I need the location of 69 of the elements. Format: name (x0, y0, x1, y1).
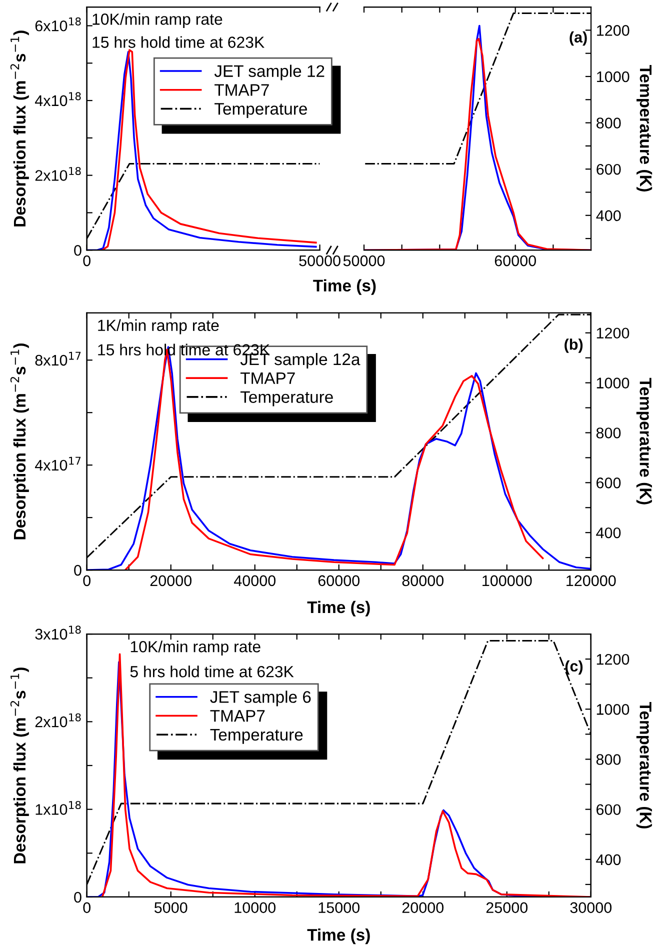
y-tick-label: 0 (74, 892, 82, 903)
legend-label: JET sample 12 (214, 64, 324, 80)
annotation: (a) (570, 31, 587, 46)
y-tick-label: 6x10$^{18}$ (35, 17, 81, 32)
legend-label: TMAP7 (210, 710, 265, 722)
legend-label: TMAP7 (240, 372, 295, 384)
y-tick-label: 2x10$^{18}$ (35, 713, 81, 728)
y2-tick-label: 400 (596, 854, 621, 866)
annotation: 5 hrs hold time at 623K (130, 666, 294, 678)
x-tick-label: 60000 (494, 255, 536, 266)
y-tick-label: 0 (74, 564, 82, 576)
y2-tick-label: 800 (596, 428, 621, 438)
y2-tick-label: 1000 (596, 704, 630, 715)
x-tick-label: 20000 (402, 902, 444, 914)
x-axis-title: Time (s) (313, 279, 376, 295)
x-tick-label: 80000 (402, 575, 444, 586)
y-tick-label: 3x10$^{18}$ (35, 626, 81, 640)
y-tick-label: 1x10$^{18}$ (36, 800, 81, 815)
x-tick-label: 25000 (486, 902, 528, 914)
x-tick-label: 30000 (570, 902, 612, 914)
legend-label: Temperature (210, 729, 303, 744)
y2-tick-label: 1200 (596, 328, 630, 339)
y2-axis-title: Temperature (K) (636, 378, 652, 504)
y-axis-title: Desorption flux (m$^{−2}$s$^{−1}$) (10, 30, 29, 226)
y2-tick-label: 1000 (596, 378, 630, 388)
y-tick-label: 4x10$^{18}$ (34, 92, 81, 106)
x-tick-label: 10000 (234, 902, 276, 914)
annotation: (b) (564, 338, 583, 353)
annotation: 10K/min ramp rate (92, 13, 222, 28)
y-axis-title: Desorption flux (m$^{−2}$s$^{−1}$) (10, 668, 29, 864)
annotation: 1K/min ramp rate (98, 319, 219, 334)
y-axis-title: Desorption flux (m$^{−2}$s$^{−1}$) (10, 344, 29, 540)
legend-label: JET sample 6 (210, 690, 311, 706)
x-tick-label: 0 (83, 255, 91, 266)
x-tick-label: 50000 (299, 255, 340, 266)
y2-tick-label: 600 (596, 164, 621, 175)
y-tick-label: 4x10$^{17}$ (34, 456, 81, 471)
y2-tick-label: 1000 (597, 71, 630, 82)
y2-axis-title: Temperature (K) (636, 702, 652, 828)
x-tick-label: 0 (83, 575, 91, 586)
x-tick-label: 60000 (318, 575, 360, 586)
x-tick-label: 120000 (566, 575, 616, 586)
x-tick-label: 5000 (154, 902, 188, 914)
y2-tick-label: 800 (596, 118, 621, 128)
y2-axis-title: Temperature (K) (636, 65, 652, 192)
annotation: 15 hrs hold time at 623K (92, 36, 264, 48)
legend-label: Temperature (240, 391, 333, 406)
y2-tick-label: 800 (596, 754, 621, 765)
x-axis-title: Time (s) (307, 600, 370, 616)
x-axis-title: Time (s) (307, 928, 370, 944)
x-tick-label: 20000 (150, 575, 192, 586)
x-tick-label: 40000 (234, 575, 276, 586)
x-tick-label: 100000 (482, 575, 532, 586)
x-tick-label: 15000 (318, 902, 360, 914)
y2-tick-label: 1200 (597, 25, 630, 36)
y2-tick-label: 1200 (596, 654, 630, 665)
y2-tick-label: 400 (596, 210, 621, 222)
x-tick-label: 0 (83, 902, 91, 914)
x-tick-label: 50000 (343, 255, 385, 266)
y-tick-label: 2x10$^{18}$ (35, 166, 81, 181)
y2-tick-label: 600 (596, 478, 621, 488)
annotation: (c) (565, 660, 583, 675)
y2-tick-label: 400 (596, 527, 621, 538)
annotation: 10K/min ramp rate (130, 640, 260, 656)
y-tick-label: 0 (74, 244, 82, 256)
y2-tick-label: 600 (596, 804, 621, 816)
legend-label: TMAP7 (214, 84, 269, 96)
legend-label: Temperature (214, 103, 307, 118)
y-tick-label: 8x10$^{17}$ (35, 352, 81, 366)
